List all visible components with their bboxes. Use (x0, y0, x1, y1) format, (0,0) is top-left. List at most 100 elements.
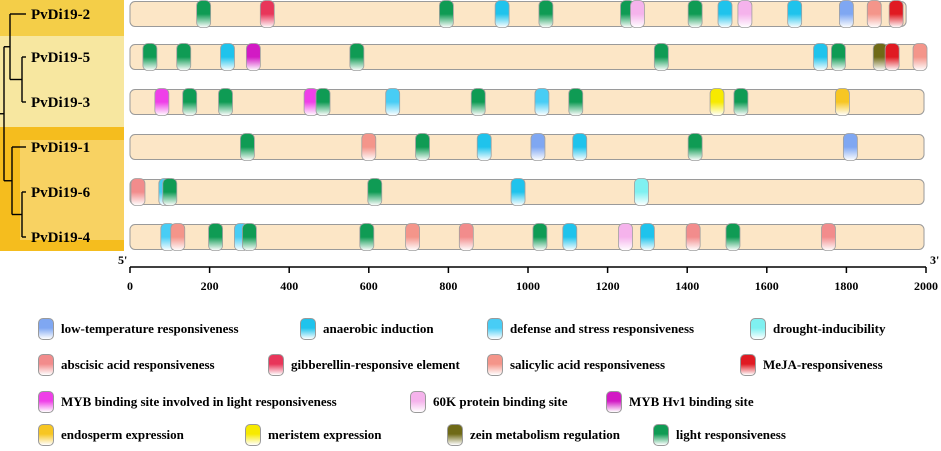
legend-swatch (38, 424, 54, 446)
legend-swatch (606, 391, 622, 413)
legend-label: endosperm expression (61, 427, 184, 442)
legend-label: zein metabolism regulation (470, 427, 620, 442)
legend-item-meja: MeJA-responsiveness (740, 353, 883, 377)
legend-item-k60: 60K protein binding site (410, 390, 567, 414)
cis-element-light (415, 133, 430, 161)
cis-element-light (532, 223, 548, 251)
cis-element-k60 (630, 0, 645, 28)
legend-label: MYB Hv1 binding site (629, 394, 754, 409)
gene-row: PvDi19-6 (31, 178, 925, 206)
cis-element-light (359, 223, 375, 251)
cis-element-salicylic (361, 133, 377, 161)
cis-element-light (349, 43, 365, 71)
cis-element-light (568, 88, 584, 116)
cis-element-light (240, 133, 255, 161)
legend-swatch (268, 354, 284, 376)
cis-element-anaerobic (476, 133, 492, 161)
legend-swatch (750, 318, 766, 340)
axis-tick-label: 1200 (596, 279, 620, 293)
cis-element-endosperm (835, 88, 850, 116)
axis-tick-label: 800 (439, 279, 457, 293)
gene-label: PvDi19-6 (31, 185, 91, 201)
axis-tick-label: 0 (127, 279, 133, 293)
cis-element-lowtemp (530, 133, 546, 161)
cis-element-anaerobic (572, 133, 588, 161)
cis-element-light (470, 88, 486, 116)
cis-element-light (176, 43, 192, 71)
cis-element-anaerobic (787, 0, 803, 28)
cis-element-light (162, 178, 178, 206)
axis-tick-label: 1000 (516, 279, 540, 293)
legend: low-temperature responsiveness anaerobic … (0, 310, 941, 451)
cis-element-meja (888, 0, 904, 28)
legend-label: MeJA-responsiveness (763, 357, 883, 372)
cis-element-myb (154, 88, 170, 116)
promoter-bar (129, 89, 925, 115)
cis-element-anaerobic (640, 223, 655, 251)
legend-item-light: light responsiveness (653, 423, 786, 447)
promoter-bar (129, 224, 925, 250)
legend-swatch (245, 424, 261, 446)
legend-label: anaerobic induction (323, 321, 434, 336)
cis-element-salicylic (912, 43, 928, 71)
axis-tick-label: 1600 (755, 279, 779, 293)
cis-element-salicylic (170, 223, 186, 251)
cis-element-k60 (618, 223, 633, 251)
legend-item-drought: drought-inducibility (750, 317, 885, 341)
legend-item-zein: zein metabolism regulation (447, 423, 620, 447)
cis-element-light (241, 223, 257, 251)
diagram-canvas: PvDi19-2 PvDi19-5 PvDi19-3 PvDi19-1 PvDi19-6… (0, 0, 939, 293)
legend-item-endosperm: endosperm expression (38, 423, 184, 447)
legend-swatch (38, 318, 54, 340)
cis-element-light (725, 223, 741, 251)
legend-item-defense: defense and stress responsiveness (487, 317, 694, 341)
axis-tick-label: 2000 (914, 279, 938, 293)
gene-label: PvDi19-4 (31, 230, 91, 246)
cis-element-defense (534, 88, 550, 116)
cis-element-light (831, 43, 846, 71)
three-prime-label: 3' (930, 253, 939, 267)
legend-label: abscisic acid responsiveness (61, 357, 215, 372)
axis-tick-label: 600 (360, 279, 378, 293)
promoter-bar (129, 179, 925, 205)
legend-swatch (653, 424, 669, 446)
legend-swatch (410, 391, 426, 413)
cis-element-lowtemp (839, 0, 854, 28)
cis-element-anaerobic (510, 178, 526, 206)
legend-label: light responsiveness (676, 427, 786, 442)
legend-item-lowtemp: low-temperature responsiveness (38, 317, 239, 341)
axis-tick-label: 200 (201, 279, 219, 293)
cis-element-anaerobic (813, 43, 828, 71)
cis-element-light (182, 88, 198, 116)
legend-label: 60K protein binding site (433, 394, 568, 409)
cis-element-lowtemp (842, 133, 858, 161)
gene-label: PvDi19-3 (31, 95, 90, 111)
legend-swatch (487, 318, 503, 340)
cis-element-meja (884, 43, 900, 71)
cis-element-light (367, 178, 383, 206)
cis-element-absciscic (458, 223, 474, 251)
legend-item-gibberellin: gibberellin-responsive element (268, 353, 460, 377)
axis-tick-label: 400 (280, 279, 298, 293)
legend-label: low-temperature responsiveness (61, 321, 239, 336)
gene-label: PvDi19-2 (31, 7, 90, 23)
cis-element-light (315, 88, 331, 116)
cis-element-light (218, 88, 233, 116)
cis-element-light (196, 0, 212, 28)
cis-element-light (208, 223, 223, 251)
cis-element-salicylic (405, 223, 420, 251)
legend-swatch (447, 424, 463, 446)
axis-tick-label: 1800 (834, 279, 858, 293)
cis-element-absciscic (821, 223, 836, 251)
legend-label: drought-inducibility (773, 321, 886, 336)
cis-element-gibberellin (259, 0, 275, 28)
legend-swatch (740, 354, 756, 376)
cis-element-k60 (737, 0, 753, 28)
cis-element-light (687, 0, 703, 28)
cis-element-anaerobic (220, 43, 235, 71)
gene-row: PvDi19-5 (31, 43, 928, 71)
gene-label: PvDi19-5 (31, 50, 90, 66)
legend-swatch (487, 354, 503, 376)
cis-element-anaerobic (562, 223, 578, 251)
